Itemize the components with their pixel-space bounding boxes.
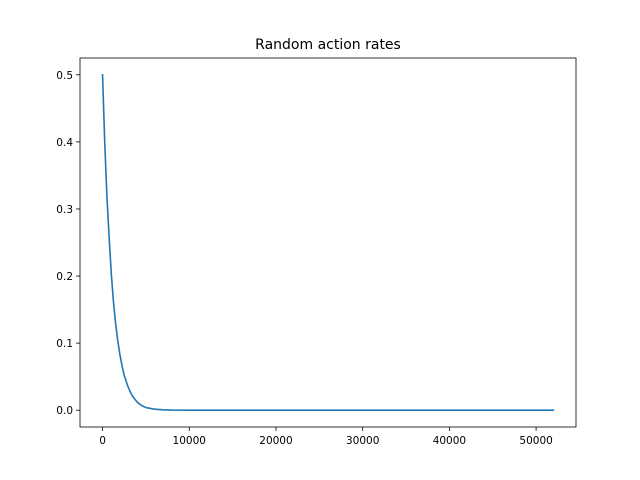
- series-line: [101, 73, 555, 412]
- y-tick-label: 0.2: [56, 271, 73, 283]
- y-tick-label: 0.1: [56, 338, 73, 350]
- plot-frame: [79, 57, 577, 428]
- x-tick-label: 10000: [173, 435, 206, 447]
- x-tick-label: 30000: [346, 435, 379, 447]
- series-layer: [101, 73, 555, 412]
- x-tick-label: 0: [99, 435, 106, 447]
- chart-title: Random action rates: [255, 37, 401, 53]
- x-tick-label: 20000: [259, 435, 292, 447]
- y-tick-label: 0.5: [56, 70, 73, 82]
- y-tick-label: 0.4: [56, 137, 73, 149]
- y-tick-label: 0.3: [56, 204, 73, 216]
- x-tick-label: 50000: [519, 435, 552, 447]
- ticks-layer: 0 10000 20000 30000 40000 50000 0.0 0.1 0.2 0.3 0.…: [56, 70, 553, 447]
- y-tick-label: 0.0: [56, 405, 73, 417]
- x-tick-label: 40000: [433, 435, 466, 447]
